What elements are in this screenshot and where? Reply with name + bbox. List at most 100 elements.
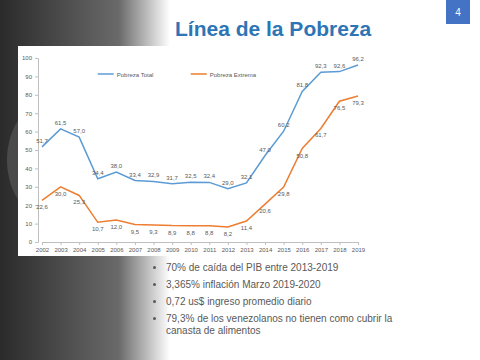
- data-label: 50,8: [296, 153, 308, 159]
- y-tick-label: 80: [25, 92, 32, 98]
- x-tick-label: 2010: [185, 247, 199, 253]
- x-tick-label: 2002: [36, 247, 50, 253]
- lines: [42, 65, 358, 227]
- x-tick-label: 2011: [203, 247, 217, 253]
- y-tick-label: 20: [25, 203, 32, 209]
- y-tick: 50: [25, 147, 38, 153]
- x-tick-mark: [358, 242, 359, 245]
- x-tick-label: 2003: [54, 247, 68, 253]
- legend-entry: Pobreza Total: [117, 72, 154, 78]
- data-label: 60,2: [278, 122, 290, 128]
- data-label: 34,4: [92, 170, 104, 176]
- x-tick: 2005: [92, 242, 106, 253]
- y-axis-line: [35, 59, 39, 243]
- data-label: 11,4: [241, 225, 253, 231]
- bullet: 3,365% inflación Marzo 2019-2020: [166, 279, 416, 291]
- x-tick-label: 2015: [277, 247, 291, 253]
- x-tick-mark: [98, 242, 99, 245]
- y-tick-mark: [35, 242, 38, 243]
- x-tick-label: 2017: [315, 247, 329, 253]
- y-tick-mark: [35, 132, 38, 133]
- x-axis: 2002200320042005200620072008200920102011…: [36, 242, 366, 253]
- data-label: 61,7: [315, 132, 327, 138]
- legend-swatch: [98, 73, 114, 75]
- x-tick-mark: [265, 242, 266, 245]
- y-tick: 100: [22, 55, 38, 61]
- y-tick-label: 60: [25, 129, 32, 135]
- y-tick: 70: [25, 111, 38, 117]
- line-1: [42, 96, 358, 227]
- data-label: 20,6: [259, 208, 271, 214]
- x-tick-label: 2018: [333, 247, 347, 253]
- chart-background: [18, 46, 370, 256]
- y-tick-mark: [35, 76, 38, 77]
- x-tick-mark: [209, 242, 210, 245]
- data-label: 81,8: [296, 82, 308, 88]
- data-label: 9,5: [131, 229, 140, 235]
- y-tick-label: 70: [25, 111, 32, 117]
- title: Línea de la Pobreza: [175, 17, 371, 40]
- y-tick-label: 50: [25, 147, 32, 153]
- x-tick-label: 2014: [259, 247, 273, 253]
- data-label: 76,5: [334, 105, 346, 111]
- data-label: 22,6: [36, 204, 48, 210]
- y-tick-mark: [35, 187, 38, 188]
- data-label: 57,0: [73, 128, 85, 134]
- x-tick-mark: [302, 242, 303, 245]
- y-axis: 0 10 20 30 40 50 60 70 80 90 100: [22, 55, 39, 245]
- slide: 4Línea de la Pobreza01020304050607080901…: [0, 0, 480, 360]
- data-label: 32,5: [185, 173, 197, 179]
- x-tick-label: 2019: [352, 247, 366, 253]
- x-tick-label: 2006: [110, 247, 124, 253]
- x-tick-mark: [135, 242, 136, 245]
- x-tick: 2015: [277, 242, 291, 253]
- x-tick: 2004: [73, 242, 87, 253]
- x-tick: 2008: [147, 242, 161, 253]
- x-tick: 2007: [129, 242, 143, 253]
- x-tick-mark: [246, 242, 247, 245]
- y-tick: 40: [25, 166, 38, 172]
- data-label: 10,7: [92, 226, 104, 232]
- x-tick-mark: [172, 242, 173, 245]
- page-number-box: [446, 0, 470, 24]
- x-tick-mark: [61, 242, 62, 245]
- x-tick-label: 2012: [222, 247, 236, 253]
- data-label: 32,1: [241, 174, 253, 180]
- data-label: 29,8: [278, 191, 290, 197]
- x-tick: 2013: [240, 242, 254, 253]
- x-tick-mark: [284, 242, 285, 245]
- y-tick-label: 90: [25, 74, 32, 80]
- bullet: 79,3% de los venezolanos no tienen como …: [166, 313, 416, 337]
- x-axis-line: [43, 243, 359, 246]
- data-label: 8,2: [224, 231, 233, 237]
- y-tick-label: 0: [29, 239, 33, 245]
- x-tick: 2002: [36, 242, 50, 253]
- y-tick-label: 100: [22, 55, 33, 61]
- legend: Pobreza Total Pobreza Extrema: [98, 72, 257, 78]
- y-tick-label: 30: [25, 184, 32, 190]
- y-tick-mark: [35, 58, 38, 59]
- y-tick-mark: [35, 168, 38, 169]
- x-tick-label: 2005: [92, 247, 106, 253]
- y-tick: 80: [25, 92, 38, 98]
- legend-entry: Pobreza Extrema: [210, 72, 257, 78]
- y-tick-label: 10: [25, 221, 32, 227]
- x-tick-mark: [79, 242, 80, 245]
- y-tick: 90: [25, 74, 38, 80]
- data-label: 32,4: [203, 173, 215, 179]
- x-tick: 2006: [110, 242, 124, 253]
- x-tick-label: 2007: [129, 247, 143, 253]
- data-label: 96,2: [352, 56, 364, 62]
- x-tick-label: 2004: [73, 247, 87, 253]
- data-label: 31,7: [166, 175, 178, 181]
- x-tick: 2014: [259, 242, 273, 253]
- x-tick: 2016: [296, 242, 310, 253]
- x-tick-mark: [339, 242, 340, 245]
- x-tick-label: 2013: [240, 247, 254, 253]
- bullet-list: 70% de caída del PIB entre 2013-20193,36…: [152, 262, 416, 342]
- y-tick-label: 40: [25, 166, 32, 172]
- data-label: 8,8: [187, 230, 196, 236]
- data-label: 92,3: [315, 63, 327, 69]
- x-tick-mark: [191, 242, 192, 245]
- data-labels: 51,761,557,034,438,033,432,931,732,532,4…: [36, 56, 364, 237]
